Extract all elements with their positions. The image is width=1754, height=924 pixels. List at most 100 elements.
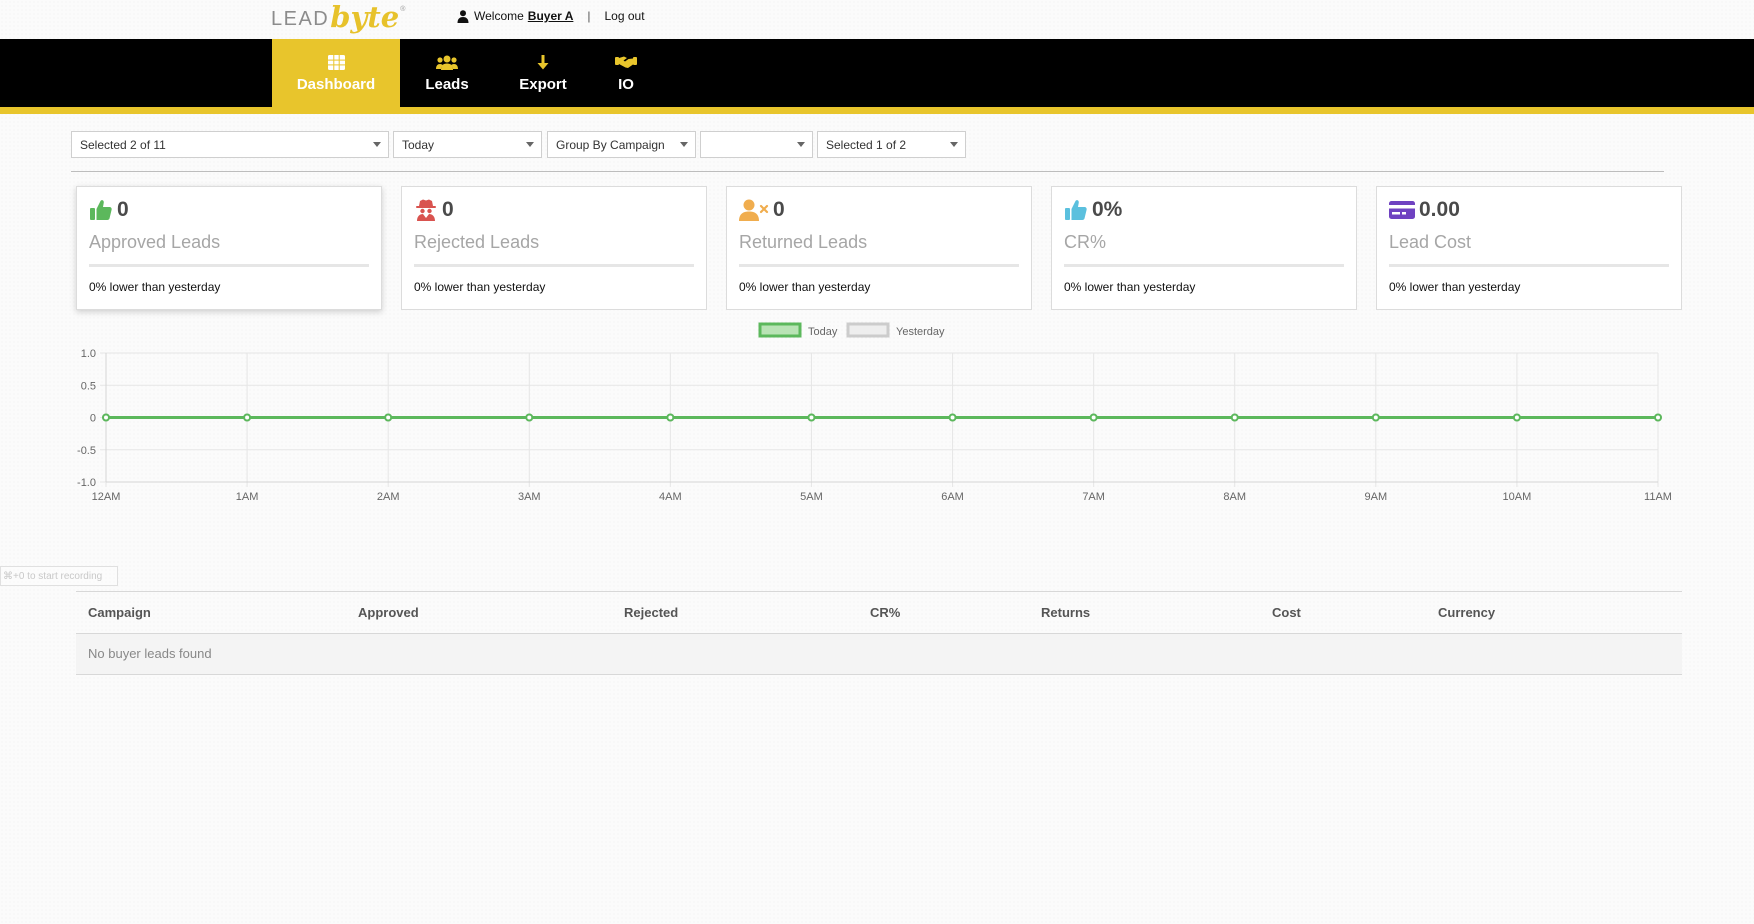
campaign-select[interactable]: Selected 2 of 11: [71, 131, 389, 158]
lead-cost-label: Lead Cost: [1389, 232, 1472, 252]
column-header-cost[interactable]: Cost: [1272, 605, 1301, 620]
x-tick-label: 2AM: [377, 491, 400, 503]
approved-leads-label: Approved Leads: [89, 232, 221, 252]
column-header-campaign[interactable]: Campaign: [88, 605, 151, 620]
rejected-leads-note: 0% lower than yesterday: [414, 280, 546, 294]
leadbyte-logo[interactable]: LEAD byte ®: [271, 0, 405, 39]
logo-byte-text: byte: [330, 0, 400, 34]
empty-table-message: No buyer leads found: [88, 646, 212, 661]
table-header: Campaign Approved Rejected CR% Returns C…: [76, 591, 1682, 634]
data-point: [384, 413, 393, 422]
chevron-down-icon: [797, 142, 805, 147]
y-tick-label: -0.5: [77, 445, 96, 457]
secondary-select[interactable]: Selected 1 of 2: [817, 131, 966, 158]
y-tick-label: 0.5: [81, 380, 96, 392]
logo-trademark: ®: [400, 6, 406, 13]
leads-line-chart: Today Yesterday 1.0 0.5 0 -0.5 -1.0 12AM 1AM 2A…: [77, 322, 1672, 503]
blank-select[interactable]: [700, 131, 813, 158]
legend-swatch-yesterday: [846, 322, 890, 338]
column-header-rejected[interactable]: Rejected: [624, 605, 679, 620]
legend-label-yesterday: Yesterday: [896, 326, 945, 338]
main-nav: Dashboard Leads Export: [0, 39, 1754, 114]
nav-export[interactable]: Export: [510, 39, 576, 107]
buyer-leads-table: Campaign Approved Rejected CR% Returns C…: [76, 591, 1682, 675]
thumbs-up-icon: [1065, 200, 1087, 220]
credit-card-icon: [1389, 201, 1415, 219]
chart-x-axis: 12AM 1AM 2AM 3AM 4AM 5AM 6AM 7AM 8AM 9AM 10AM 11AM: [92, 491, 1672, 503]
arrow-down-icon: [537, 54, 549, 69]
x-tick-label: 10AM: [1503, 491, 1532, 503]
logout-link[interactable]: Log out: [604, 9, 645, 23]
welcome-text: Welcome: [474, 9, 524, 23]
cr-note: 0% lower than yesterday: [1064, 280, 1196, 294]
chevron-down-icon: [950, 142, 958, 147]
stat-card-approved[interactable]: 0 Approved Leads 0% lower than yesterday: [76, 186, 382, 310]
returned-leads-label: Returned Leads: [739, 232, 868, 252]
stat-card-returned[interactable]: 0 Returned Leads 0% lower than yesterday: [726, 186, 1032, 310]
user-name-link[interactable]: Buyer A: [527, 9, 574, 23]
data-point: [1654, 413, 1662, 422]
data-point: [1230, 413, 1239, 422]
approved-leads-note: 0% lower than yesterday: [89, 280, 221, 294]
data-point: [1089, 413, 1098, 422]
filter-divider: [71, 171, 1664, 172]
x-tick-label: 4AM: [659, 491, 682, 503]
progress-bar: [739, 264, 1019, 267]
nav-dashboard[interactable]: Dashboard: [272, 39, 400, 107]
data-point: [948, 413, 957, 422]
data-point: [1512, 413, 1521, 422]
top-bar: LEAD byte ® Welcome Buyer A | Log out: [0, 0, 1754, 39]
handshake-icon: [615, 56, 637, 68]
campaign-select-value: Selected 2 of 11: [80, 137, 166, 152]
x-tick-label: 8AM: [1223, 491, 1246, 503]
data-point: [525, 413, 534, 422]
stat-card-lead-cost[interactable]: 0.00 Lead Cost 0% lower than yesterday: [1376, 186, 1682, 310]
date-range-select-value: Today: [402, 137, 435, 152]
column-header-currency[interactable]: Currency: [1438, 605, 1496, 620]
secondary-select-value: Selected 1 of 2: [826, 137, 907, 152]
nav-io[interactable]: IO: [606, 39, 646, 107]
user-icon: [457, 9, 469, 23]
cr-value: 0%: [1092, 198, 1123, 221]
chart-grid: [100, 352, 1659, 487]
lead-cost-note: 0% lower than yesterday: [1389, 280, 1521, 294]
group-by-select[interactable]: Group By Campaign: [547, 131, 696, 158]
returned-leads-note: 0% lower than yesterday: [739, 280, 871, 294]
x-tick-label: 9AM: [1365, 491, 1388, 503]
nav-leads[interactable]: Leads: [414, 39, 480, 107]
y-tick-label: 0: [90, 413, 96, 425]
spy-icon: [416, 199, 436, 221]
chevron-down-icon: [526, 142, 534, 147]
date-range-select[interactable]: Today: [393, 131, 542, 158]
chart-y-axis: 1.0 0.5 0 -0.5 -1.0: [77, 348, 96, 489]
recording-hint: ⌘+0 to start recording: [0, 566, 118, 586]
chevron-down-icon: [373, 142, 381, 147]
progress-bar: [1389, 264, 1669, 267]
chevron-down-icon: [680, 142, 688, 147]
y-tick-label: -1.0: [77, 477, 96, 489]
data-point: [243, 413, 252, 422]
x-tick-label: 3AM: [518, 491, 541, 503]
data-point: [807, 413, 816, 422]
nav-export-label: Export: [519, 76, 567, 93]
x-tick-label: 12AM: [92, 491, 121, 503]
logo-lead-text: LEAD: [271, 8, 330, 30]
approved-leads-value: 0: [117, 198, 129, 221]
group-by-select-value: Group By Campaign: [556, 137, 665, 152]
column-header-cr[interactable]: CR%: [870, 605, 901, 620]
chart-series: [102, 413, 1662, 422]
grid-icon: [327, 54, 345, 70]
chart-legend: Today Yesterday: [758, 322, 945, 338]
data-point: [1371, 413, 1380, 422]
legend-swatch-today: [758, 322, 802, 338]
column-header-approved[interactable]: Approved: [358, 605, 419, 620]
users-icon: [436, 55, 458, 70]
user-times-icon: [739, 199, 769, 221]
nav-io-label: IO: [618, 76, 634, 93]
nav-leads-label: Leads: [425, 76, 469, 93]
returned-leads-value: 0: [773, 198, 785, 221]
stat-card-cr[interactable]: 0% CR% 0% lower than yesterday: [1051, 186, 1357, 310]
stat-card-rejected[interactable]: 0 Rejected Leads 0% lower than yesterday: [401, 186, 707, 310]
user-menu: Welcome Buyer A | Log out: [457, 9, 645, 23]
column-header-returns[interactable]: Returns: [1041, 605, 1091, 620]
